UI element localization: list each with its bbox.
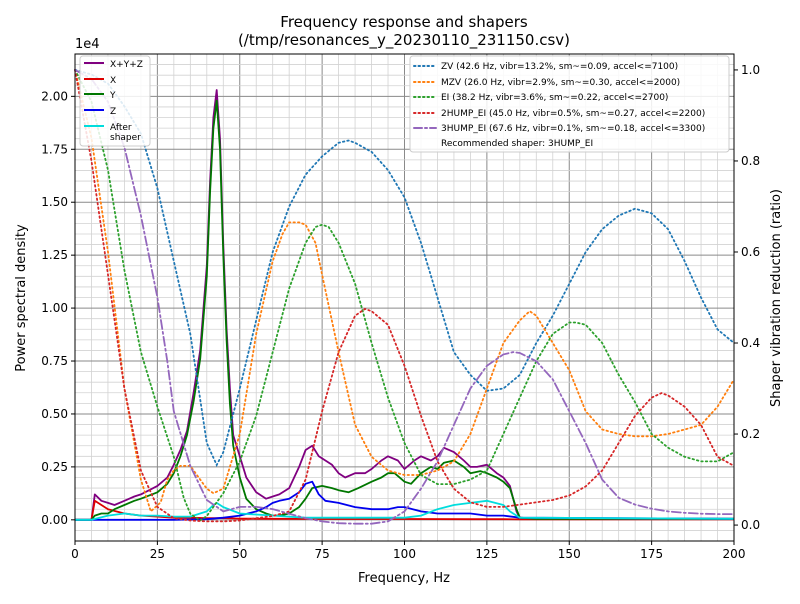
- legend-left: X+Y+Z XYZ After shaper: [79, 55, 151, 147]
- chart-subtitle: (/tmp/resonances_y_20230110_231150.csv): [238, 31, 570, 50]
- psd-line-2: [75, 99, 734, 521]
- legend-left-label: X: [110, 76, 116, 86]
- x-tick-label: 100: [393, 547, 416, 561]
- legend-right-label: 2HUMP_EI (45.0 Hz, vibr=0.5%, sm~=0.27, …: [441, 109, 705, 119]
- y-tick-label: 0.00: [41, 513, 68, 527]
- x-tick-label: 125: [475, 547, 498, 561]
- x-tick-label: 50: [232, 547, 247, 561]
- legend-right-label: ZV (42.6 Hz, vibr=13.2%, sm~=0.09, accel…: [441, 62, 678, 72]
- shaper-line-1: [74, 69, 735, 514]
- psd-line-3: [75, 480, 735, 521]
- shaper-line-4: [74, 69, 735, 525]
- x-tick-label: 0: [71, 547, 79, 561]
- psd-line-0: [75, 89, 734, 521]
- y-tick-label: 2.00: [41, 89, 68, 103]
- y2-tick-label: 0.2: [741, 427, 760, 441]
- legend-right-label: MZV (26.0 Hz, vibr=2.9%, sm~=0.30, accel…: [441, 78, 680, 88]
- y-offset-label: 1e4: [75, 37, 100, 52]
- y-tick-label: 1.50: [41, 195, 68, 209]
- legend-right-label: 3HUMP_EI (67.6 Hz, vibr=0.1%, sm~=0.18, …: [441, 124, 705, 134]
- psd-lines: [75, 89, 735, 521]
- y-tick-label: 0.25: [41, 460, 68, 474]
- shaper-line-3: [74, 69, 735, 523]
- y-tick-label: 1.00: [41, 301, 68, 315]
- psd-line-1: [75, 499, 734, 521]
- x-axis-label: Frequency, Hz: [358, 571, 450, 586]
- x-tick-label: 75: [314, 547, 329, 561]
- y-tick-label: 0.50: [41, 407, 68, 421]
- y-tick-label: 1.75: [41, 142, 68, 156]
- x-tick-label: 200: [723, 547, 746, 561]
- legend-left-label: After shaper: [110, 123, 141, 143]
- y2-tick-label: 0.6: [741, 245, 760, 259]
- y2-tick-label: 0.0: [741, 518, 760, 532]
- y-tick-label: 0.75: [41, 354, 68, 368]
- legend-left-label: X+Y+Z: [110, 60, 143, 70]
- chart-title: Frequency response and shapers: [280, 13, 528, 31]
- x-tick-label: 150: [558, 547, 581, 561]
- shaper-line-2: [74, 69, 735, 522]
- legend-right: ZV (42.6 Hz, vibr=13.2%, sm~=0.09, accel…: [409, 55, 730, 153]
- legend-left-label: Z: [110, 107, 116, 117]
- recommended-shaper-note: Recommended shaper: 3HUMP_EI: [441, 139, 593, 149]
- y-tick-label: 1.25: [41, 248, 68, 262]
- legend-right-box: [409, 55, 730, 153]
- y-axis-right: 0.0 0.2 0.4 0.6 0.8 1.0: [734, 63, 760, 532]
- y2-tick-label: 0.8: [741, 154, 760, 168]
- shaper-lines: [74, 69, 735, 525]
- legend-right-label: EI (38.2 Hz, vibr=3.6%, sm~=0.22, accel<…: [441, 93, 668, 103]
- x-tick-label: 175: [640, 547, 663, 561]
- psd-line-4: [75, 499, 735, 521]
- y2-tick-label: 1.0: [741, 63, 760, 77]
- y2-axis-label: Shaper vibration reduction (ratio): [769, 189, 784, 407]
- y-axis-label: Power spectral density: [14, 224, 29, 372]
- legend-left-label: Y: [109, 91, 116, 101]
- y-axis-left: 0.00 0.25 0.50 0.75 1.00 1.25 1.50 1.75 2.00: [41, 89, 75, 527]
- y2-tick-label: 0.4: [741, 336, 760, 350]
- x-axis: 0 25 50 75 100 125 150 175 200: [71, 541, 745, 561]
- x-tick-label: 25: [150, 547, 165, 561]
- shaper-line-0: [74, 69, 735, 468]
